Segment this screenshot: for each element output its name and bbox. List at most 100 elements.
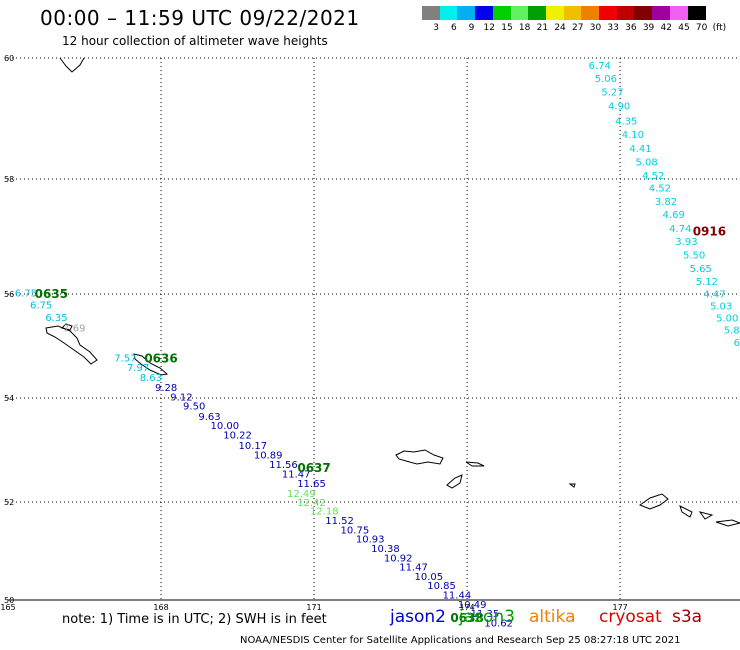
latitude-label: 60	[4, 54, 14, 63]
wave-height-value: 5.03	[710, 302, 732, 313]
wave-height-value: 4.47	[703, 290, 725, 301]
island-small-6	[698, 511, 714, 520]
wave-height-value: 4.90	[608, 101, 630, 112]
wave-height-value: 11.35	[471, 609, 500, 620]
wave-height-value: 11.56	[269, 460, 298, 471]
wave-height-value: 9.50	[183, 401, 205, 412]
credit-line: NOAA/NESDIS Center for Satellite Applica…	[240, 635, 681, 646]
wave-height-value: 5.06	[595, 74, 617, 85]
wave-height-value: 5.86	[724, 326, 740, 337]
legend-swatch	[510, 6, 529, 20]
wave-height-value: 10.85	[427, 581, 456, 592]
legend-label: 39	[642, 23, 655, 33]
page-title: 00:00 – 11:59 UTC 09/22/2021	[40, 6, 360, 30]
satellite-s3a-label: s3a	[672, 607, 703, 627]
wave-height-value: 8.63	[140, 373, 162, 384]
legend-label: 70	[695, 23, 708, 33]
legend-label: 42	[660, 23, 672, 33]
satellite-jason2-label: jason2	[390, 607, 446, 627]
island-small-1	[61, 323, 73, 331]
legend-swatch	[492, 6, 511, 20]
wave-height-value: 10.62	[484, 618, 513, 629]
wave-height-value: 12.42	[297, 498, 326, 509]
wave-height-value: 6.75	[30, 301, 52, 312]
wave-height-value: 10.38	[371, 544, 400, 555]
wave-height-value: 5.27	[601, 88, 623, 99]
wave-height-value: 4.35	[615, 117, 637, 128]
satellite-altika-label: altika	[529, 607, 576, 627]
island-kiska	[395, 449, 444, 465]
legend-label: 36	[625, 23, 637, 33]
latitude-label: 56	[4, 290, 14, 299]
legend-label: 6	[450, 23, 457, 33]
legend-label: 18	[518, 23, 531, 33]
wave-height-value: 10.75	[341, 525, 370, 536]
legend-label: (ft)	[712, 23, 727, 33]
longitude-label: 168	[153, 603, 168, 612]
wave-height-value: 10.17	[239, 441, 268, 452]
wave-height-value: 4.74	[669, 224, 691, 235]
island-small-4	[568, 483, 576, 488]
wave-height-value: 11.47	[399, 563, 428, 574]
wave-height-value: 5.12	[696, 277, 718, 288]
wave-height-value: 10.05	[415, 572, 444, 583]
legend-label: 24	[554, 23, 566, 33]
legend-swatch	[669, 6, 688, 20]
pass-time-label: 0635	[35, 287, 68, 301]
latitude-label: 52	[4, 498, 14, 507]
legend-swatch	[581, 6, 600, 20]
wave-height-value: 9.12	[170, 393, 192, 404]
wave-height-value: 4.41	[629, 144, 651, 155]
wave-height-value: 7.57	[114, 354, 136, 365]
island-attu	[45, 325, 98, 365]
island-small-7	[715, 519, 740, 527]
pass-time-label: 0637	[297, 461, 330, 475]
page-subtitle: 12 hour collection of altimeter wave hei…	[62, 34, 328, 48]
island-small-3	[465, 461, 485, 467]
longitude-label: 171	[306, 603, 321, 612]
latitude-label: 58	[4, 175, 14, 184]
wave-height-value: 4.52	[642, 171, 664, 182]
island-small-8	[59, 57, 85, 73]
legend-swatch	[475, 6, 494, 20]
legend-swatch	[599, 6, 618, 20]
legend-swatch	[457, 6, 476, 20]
legend-swatch	[634, 6, 653, 20]
wave-height-value: 4.69	[663, 210, 685, 221]
island-near-2	[133, 353, 169, 376]
footer-note: note: 1) Time is in UTC; 2) SWH is in fe…	[62, 612, 327, 627]
longitude-label: 165	[0, 603, 15, 612]
wave-height-value: 6.75	[15, 289, 37, 300]
legend-label: 27	[572, 23, 584, 33]
legend-swatch	[687, 6, 706, 20]
legend-label: 15	[501, 23, 513, 33]
legend-swatch	[616, 6, 635, 20]
wave-height-value: 7.69	[63, 323, 85, 334]
wave-height-value: 7.97	[127, 363, 149, 374]
legend-label: 45	[678, 23, 690, 33]
wave-height-value: 11.44	[443, 591, 472, 602]
wave-height-value: 5.50	[683, 250, 705, 261]
legend-swatch	[545, 6, 565, 20]
wave-height-value: 10.92	[384, 553, 413, 564]
legend-label: 30	[589, 23, 602, 33]
satellite-cryosat-label: cryosat	[599, 607, 662, 627]
legend-label: 3	[433, 23, 440, 33]
latitude-label: 50	[4, 596, 14, 605]
wave-height-value: 9.28	[155, 383, 177, 394]
coastlines	[45, 57, 740, 527]
wave-height-value: 10.49	[458, 600, 487, 611]
legend-swatch	[422, 6, 441, 20]
wave-height-value: 6.35	[45, 313, 67, 324]
island-amchitka	[638, 493, 669, 510]
wave-height-value: 5.65	[690, 264, 712, 275]
color-scale-legend: 3 6 9 12 15 18 21 24 27 30 33 36 39 42 45 70 (ft)	[422, 6, 728, 36]
wave-height-value: 5.00	[716, 314, 738, 325]
island-small-2	[446, 474, 463, 489]
wave-height-value: 9.63	[198, 412, 220, 423]
longitude-label: 174	[459, 603, 474, 612]
legend-swatch	[652, 6, 671, 20]
legend-label: 21	[536, 23, 549, 33]
